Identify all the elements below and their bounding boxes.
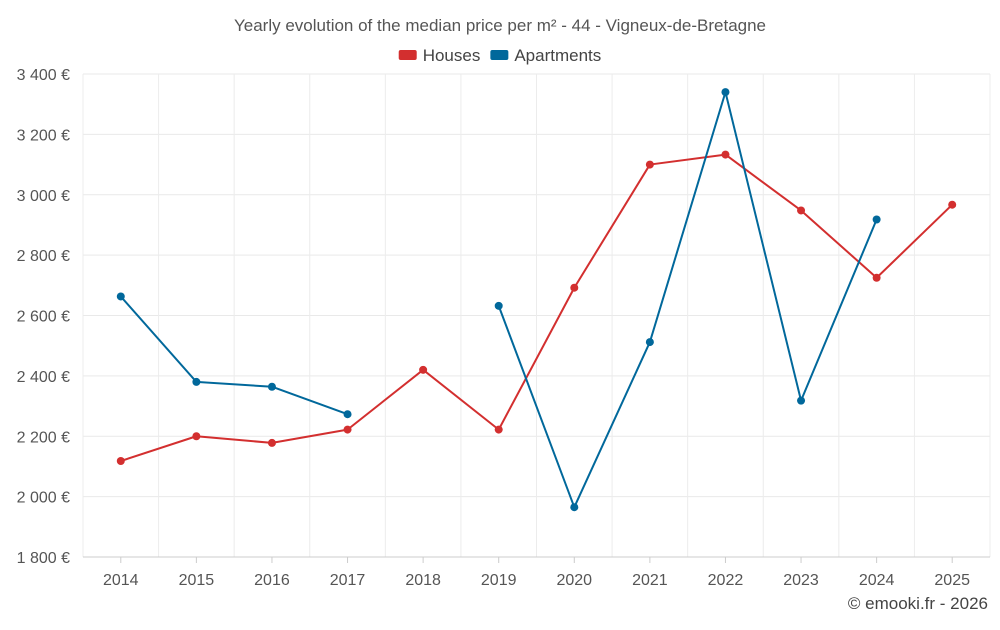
grid-lines bbox=[82, 73, 991, 557]
y-tick-label: 3 200 € bbox=[17, 127, 70, 144]
data-point-houses[interactable] bbox=[116, 457, 125, 466]
legend-label: Apartments bbox=[514, 46, 601, 65]
data-point-apartments[interactable] bbox=[343, 410, 352, 419]
x-tick-label: 2020 bbox=[556, 572, 592, 589]
data-point-apartments[interactable] bbox=[192, 377, 201, 386]
series-line-apartments bbox=[120, 295, 348, 416]
data-point-houses[interactable] bbox=[570, 283, 579, 292]
data-point-apartments[interactable] bbox=[721, 88, 730, 97]
x-axis: 2014 2015 2016 2017 2018 2019 2020 2021 2022 2023… bbox=[83, 556, 990, 589]
data-point-apartments[interactable] bbox=[267, 382, 276, 391]
y-tick-label: 2 000 € bbox=[17, 490, 70, 507]
chart-title: Yearly evolution of the median price per… bbox=[234, 16, 766, 35]
x-tick-label: 2018 bbox=[405, 572, 441, 589]
x-tick-label: 2015 bbox=[179, 572, 215, 589]
y-tick-label: 2 200 € bbox=[17, 429, 70, 446]
data-point-houses[interactable] bbox=[192, 432, 201, 441]
y-tick-label: 2 600 € bbox=[17, 309, 70, 326]
data-point-apartments[interactable] bbox=[645, 338, 654, 347]
data-point-houses[interactable] bbox=[721, 150, 730, 159]
y-axis: 1 800 € 2 000 € 2 200 € 2 400 € 2 600 € 2 800… bbox=[17, 67, 70, 567]
data-point-apartments[interactable] bbox=[116, 292, 125, 301]
series-apartments bbox=[116, 88, 881, 512]
data-point-houses[interactable] bbox=[645, 160, 654, 169]
x-tick-label: 2016 bbox=[254, 572, 290, 589]
data-point-houses[interactable] bbox=[343, 425, 352, 434]
x-tick-label: 2021 bbox=[632, 572, 668, 589]
data-point-apartments[interactable] bbox=[494, 301, 503, 310]
data-point-apartments[interactable] bbox=[797, 396, 806, 405]
data-point-houses[interactable] bbox=[419, 365, 428, 374]
series-houses bbox=[116, 150, 957, 466]
y-tick-label: 2 400 € bbox=[17, 369, 70, 386]
legend-swatch bbox=[490, 50, 509, 60]
y-tick-label: 2 800 € bbox=[17, 248, 70, 265]
x-tick-label: 2024 bbox=[859, 572, 895, 589]
data-point-houses[interactable] bbox=[494, 425, 503, 434]
legend-item-houses[interactable]: Houses bbox=[398, 46, 481, 65]
series-line-apartments bbox=[497, 91, 878, 509]
data-point-houses[interactable] bbox=[267, 438, 276, 447]
data-point-houses[interactable] bbox=[797, 206, 806, 215]
data-point-apartments[interactable] bbox=[872, 215, 881, 224]
x-tick-label: 2025 bbox=[934, 572, 970, 589]
series-layer bbox=[116, 88, 957, 512]
x-tick-label: 2022 bbox=[708, 572, 744, 589]
legend: Houses Apartments bbox=[398, 46, 601, 65]
x-tick-label: 2019 bbox=[481, 572, 517, 589]
x-tick-label: 2017 bbox=[330, 572, 366, 589]
data-point-apartments[interactable] bbox=[570, 503, 579, 512]
y-tick-label: 3 400 € bbox=[17, 67, 70, 84]
x-tick-label: 2014 bbox=[103, 572, 139, 589]
data-point-houses[interactable] bbox=[872, 273, 881, 282]
data-point-houses[interactable] bbox=[948, 200, 957, 209]
credit-text: © emooki.fr - 2026 bbox=[848, 594, 988, 613]
legend-label: Houses bbox=[423, 46, 481, 65]
legend-swatch bbox=[398, 50, 417, 60]
y-tick-label: 1 800 € bbox=[17, 550, 70, 567]
x-tick-label: 2023 bbox=[783, 572, 819, 589]
legend-item-apartments[interactable]: Apartments bbox=[490, 46, 601, 65]
y-tick-label: 3 000 € bbox=[17, 188, 70, 205]
series-line-houses bbox=[120, 153, 953, 462]
